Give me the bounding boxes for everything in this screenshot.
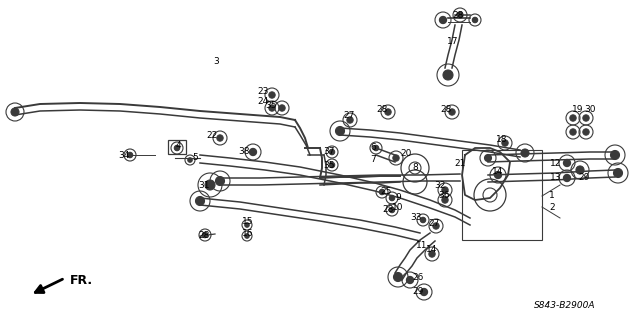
- Text: 35: 35: [265, 100, 276, 109]
- Text: 14: 14: [492, 167, 504, 175]
- Text: 32: 32: [435, 181, 445, 189]
- Text: 3: 3: [213, 57, 219, 66]
- Circle shape: [440, 16, 447, 24]
- Circle shape: [570, 115, 576, 121]
- Text: 37: 37: [323, 147, 335, 157]
- Circle shape: [335, 127, 344, 136]
- Circle shape: [494, 171, 502, 179]
- Circle shape: [457, 12, 463, 18]
- Circle shape: [330, 149, 335, 155]
- Text: 24: 24: [257, 98, 269, 107]
- Circle shape: [394, 272, 403, 281]
- Circle shape: [205, 180, 215, 190]
- Text: 16: 16: [243, 228, 253, 238]
- Circle shape: [330, 162, 335, 168]
- Circle shape: [583, 129, 589, 135]
- Text: 21: 21: [454, 159, 466, 167]
- Circle shape: [420, 288, 428, 296]
- Text: 13: 13: [550, 174, 562, 182]
- Text: 28: 28: [452, 11, 464, 19]
- Text: 19: 19: [572, 106, 584, 115]
- Text: 38: 38: [238, 147, 250, 157]
- Circle shape: [570, 129, 576, 135]
- Circle shape: [614, 168, 623, 177]
- Circle shape: [611, 151, 620, 160]
- Text: 8: 8: [412, 164, 418, 173]
- Circle shape: [244, 223, 249, 227]
- Circle shape: [389, 195, 395, 201]
- Circle shape: [127, 152, 132, 158]
- Text: 30: 30: [584, 106, 596, 115]
- Text: 28: 28: [440, 106, 452, 115]
- Circle shape: [583, 115, 589, 121]
- Text: 23: 23: [257, 86, 269, 95]
- Text: 5: 5: [192, 153, 198, 162]
- Text: 2: 2: [549, 203, 555, 211]
- Circle shape: [269, 92, 275, 98]
- Text: 17: 17: [447, 38, 459, 47]
- Text: 28: 28: [198, 231, 210, 240]
- Circle shape: [347, 117, 353, 123]
- Text: 31: 31: [198, 181, 210, 189]
- Text: 6: 6: [370, 144, 376, 152]
- Circle shape: [521, 149, 529, 157]
- Circle shape: [502, 140, 508, 146]
- Circle shape: [202, 232, 208, 238]
- Circle shape: [443, 70, 453, 80]
- Text: S843-B2900A: S843-B2900A: [534, 300, 596, 309]
- Circle shape: [188, 158, 192, 162]
- Text: 20: 20: [400, 149, 412, 158]
- Text: 26: 26: [412, 273, 424, 283]
- Text: 15: 15: [243, 218, 253, 226]
- Circle shape: [406, 276, 413, 284]
- Circle shape: [279, 105, 285, 111]
- Text: 27: 27: [428, 219, 440, 227]
- Circle shape: [576, 166, 584, 174]
- Text: 12: 12: [550, 159, 562, 167]
- Circle shape: [433, 223, 439, 229]
- Circle shape: [393, 155, 399, 161]
- Circle shape: [449, 109, 455, 115]
- Text: 28: 28: [382, 205, 394, 214]
- Circle shape: [250, 148, 257, 156]
- Text: 28: 28: [376, 106, 388, 115]
- Circle shape: [389, 207, 395, 213]
- Circle shape: [563, 174, 571, 182]
- Text: FR.: FR.: [70, 275, 93, 287]
- Circle shape: [484, 154, 492, 161]
- Text: 4: 4: [175, 140, 181, 150]
- Text: 29: 29: [579, 174, 589, 182]
- Text: 36: 36: [438, 191, 450, 201]
- Text: 25: 25: [380, 188, 392, 197]
- Text: 34: 34: [118, 151, 130, 160]
- Circle shape: [385, 109, 391, 115]
- Text: 9: 9: [395, 192, 401, 202]
- Text: 7: 7: [370, 155, 376, 165]
- Text: 11: 11: [416, 241, 428, 250]
- Circle shape: [217, 135, 223, 141]
- Text: 27: 27: [343, 112, 355, 121]
- Circle shape: [429, 251, 435, 257]
- Circle shape: [563, 160, 571, 167]
- Circle shape: [420, 217, 426, 223]
- Circle shape: [442, 187, 448, 193]
- Text: 10: 10: [392, 204, 404, 212]
- Circle shape: [380, 189, 385, 195]
- Circle shape: [216, 176, 225, 186]
- Text: 14: 14: [426, 246, 438, 255]
- Text: 22: 22: [206, 131, 218, 140]
- Circle shape: [244, 234, 249, 238]
- Circle shape: [174, 145, 180, 151]
- Circle shape: [373, 145, 379, 151]
- Circle shape: [269, 105, 275, 111]
- Circle shape: [11, 108, 19, 116]
- Text: 18: 18: [496, 136, 508, 145]
- Circle shape: [195, 197, 205, 205]
- Text: 1: 1: [549, 191, 555, 201]
- Text: 35: 35: [323, 160, 335, 169]
- Circle shape: [472, 17, 477, 23]
- Circle shape: [442, 197, 448, 203]
- Text: 29: 29: [412, 287, 424, 296]
- Text: 33: 33: [410, 213, 422, 222]
